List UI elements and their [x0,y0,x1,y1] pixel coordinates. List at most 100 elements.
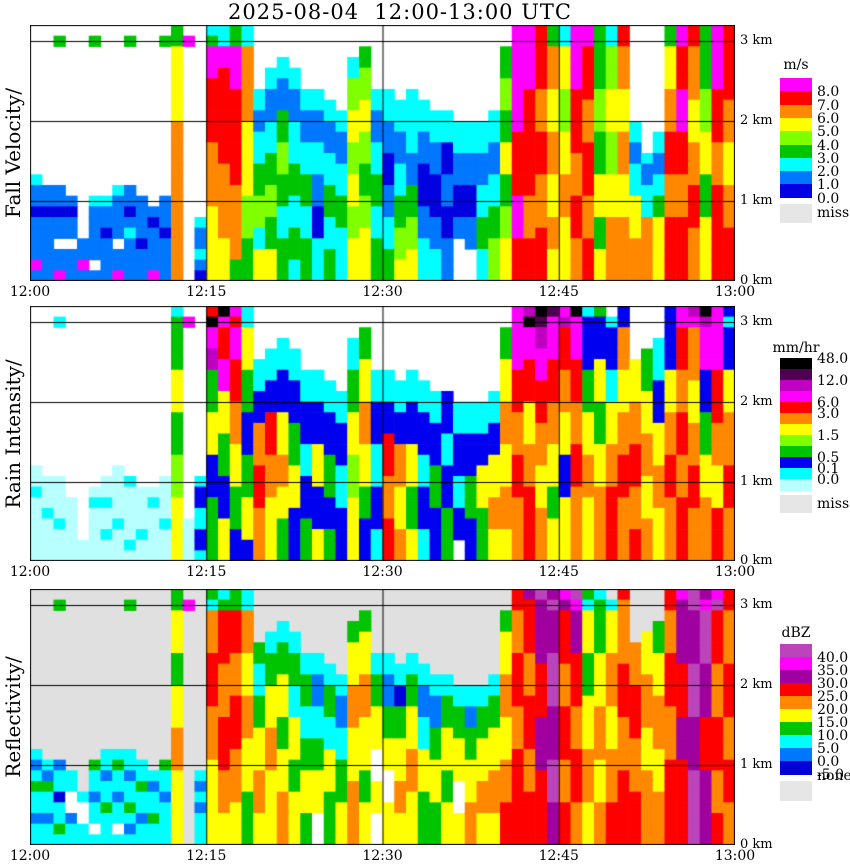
colorbar-missing-label: none [817,768,850,784]
colorbar-label: 15.0 [817,715,849,731]
colorbar-label: 20.0 [817,702,849,718]
colorbar-box [780,424,812,436]
x-tick-label: 12:30 [362,564,403,580]
panel-rain-intensity [30,306,735,561]
colorbar-label: 8.0 [817,84,840,101]
colorbar-missing-box [780,781,812,801]
colorbar-box [780,391,812,403]
x-tick-label: 12:45 [538,564,579,580]
colorbar-box [780,722,812,736]
colorbar-label: 6.0 [817,110,840,127]
colorbar-box [780,446,812,458]
y-tick-label: 3 km [740,314,773,329]
x-tick-label: 12:00 [9,848,51,864]
x-tick-label: 12:30 [362,848,403,864]
colorbar-box [780,696,812,710]
colorbar-label: 1.0 [817,177,840,194]
colorbar-box [780,380,812,392]
colorbar-box [780,402,812,414]
colorbar-label: 5.0 [817,124,840,141]
panel-label-rain-intensity: Rain Intensity/ [1,358,25,509]
colorbar-label: 10.0 [817,728,849,744]
colorbar-box [780,131,812,145]
colorbar-label: 12.0 [817,373,849,389]
colorbar-missing-box [780,495,812,513]
panel-label-reflectivity: Reflectivity/ [1,656,25,778]
heatmap-canvas-rain-intensity [30,306,735,561]
y-tick-label: 0 km [740,837,773,852]
colorbar-box [780,748,812,762]
x-tick-label: 13:00 [714,848,756,864]
colorbar-label: 40.0 [817,650,849,666]
colorbar-box [780,761,812,775]
colorbar-box [780,683,812,697]
colorbar-missing-label: miss [817,496,850,512]
colorbar-label: 35.0 [817,663,849,679]
colorbar-label: 7.0 [817,97,840,114]
colorbar-label: -5.0 [817,767,844,783]
colorbar-box [780,91,812,106]
colorbar-box [780,157,812,172]
colorbar-label: 1.5 [817,428,840,444]
y-tick-label: 3 km [740,33,773,48]
colorbar-box [780,104,812,119]
colorbar-box [780,184,812,199]
colorbar-box [780,644,812,658]
y-tick-label: 1 km [740,193,773,208]
x-tick-label: 12:30 [362,284,403,300]
colorbar-label: 0.0 [817,472,840,488]
colorbar-title: dBZ [781,625,811,641]
colorbar-label: 5.0 [817,741,840,757]
x-tick-label: 12:45 [538,848,579,864]
colorbar-label: 3.0 [817,406,840,422]
figure-title: 2025-08-04 12:00-13:00 UTC [227,0,572,24]
colorbar-label: 3.0 [817,150,840,167]
colorbar-missing-box [780,203,812,223]
y-tick-label: 2 km [740,113,773,128]
x-tick-label: 12:00 [9,564,51,580]
colorbar-box [780,171,812,185]
heatmap-canvas-fall-velocity [30,25,735,281]
x-tick-label: 12:45 [538,284,579,300]
x-tick-label: 12:00 [9,284,51,300]
colorbar-label: 6.0 [817,395,840,411]
colorbar-box [780,657,812,671]
y-tick-label: 3 km [740,597,773,612]
colorbar-box [780,468,812,480]
colorbar-label: 25.0 [817,689,849,705]
x-tick-label: 13:00 [714,284,756,300]
colorbar-missing-label: miss [817,205,850,222]
heatmap-canvas-reflectivity [30,589,735,845]
colorbar-box [780,709,812,723]
colorbar-box [780,413,812,425]
colorbar-label: 4.0 [817,137,840,154]
colorbar-box [780,369,812,381]
x-tick-label: 13:00 [714,564,756,580]
colorbar-label: 0.0 [817,190,840,207]
panel-fall-velocity [30,25,735,281]
colorbar-box [780,144,812,159]
colorbar-box [780,435,812,447]
colorbar-label: 2.0 [817,164,840,181]
colorbar-box [780,735,812,749]
y-tick-label: 0 km [740,553,773,568]
x-tick-label: 12:15 [186,564,227,580]
colorbar-box [780,78,812,92]
colorbar-label: 0.1 [817,461,840,477]
colorbar-label: 0.5 [817,450,840,466]
x-tick-label: 12:15 [186,284,227,300]
x-tick-label: 12:15 [186,848,227,864]
panel-label-fall-velocity: Fall Velocity/ [1,87,25,219]
colorbar-label: 0.0 [817,754,840,770]
colorbar-box [780,670,812,684]
y-tick-label: 0 km [740,273,773,288]
y-tick-label: 1 km [740,474,773,489]
colorbar-label: 30.0 [817,676,849,692]
y-tick-label: 1 km [740,757,773,772]
colorbar-box [780,358,812,370]
colorbar-box [780,117,812,132]
colorbar-title: mm/hr [772,340,820,356]
colorbar-title: m/s [783,57,809,73]
y-tick-label: 2 km [740,394,773,409]
